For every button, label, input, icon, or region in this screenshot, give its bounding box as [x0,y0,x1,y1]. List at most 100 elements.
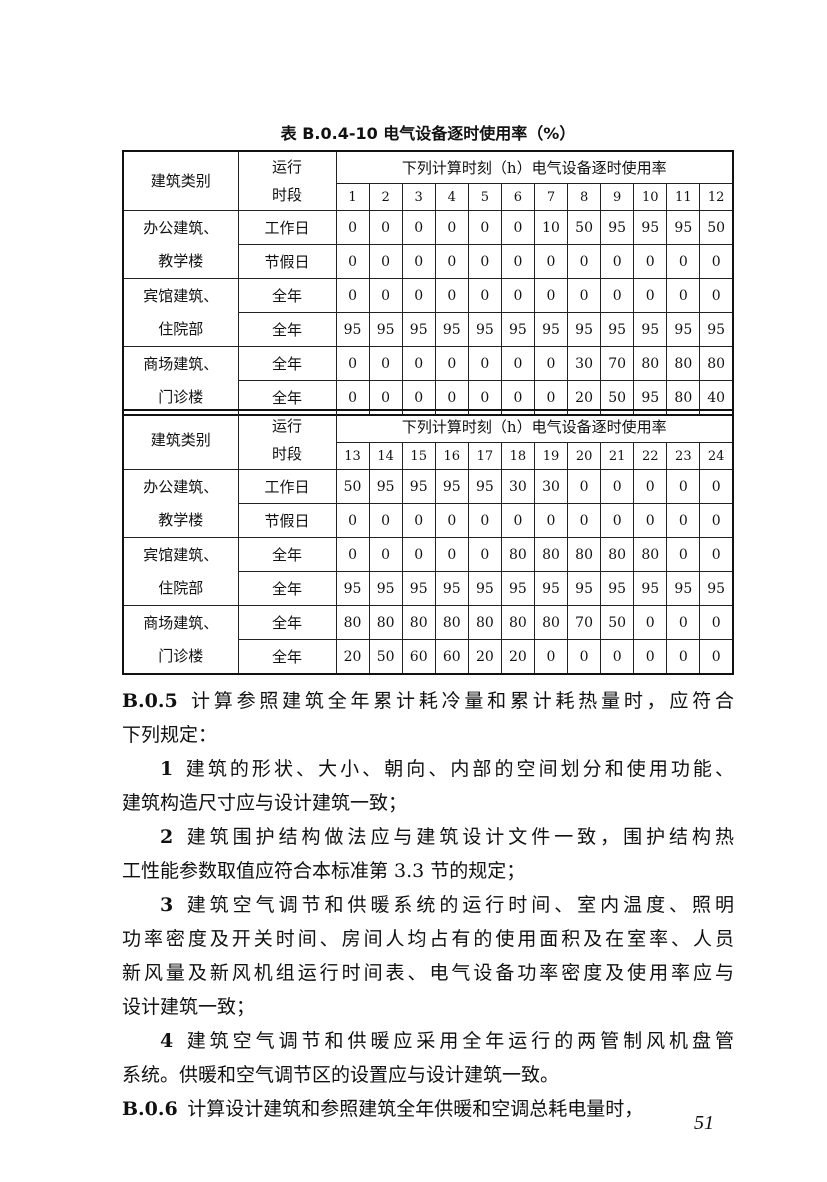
line-text: 新风量及新风机组运行时间表、电气设备功率密度及使用率应与 [122,962,734,984]
value-cell: 0 [699,605,734,640]
body-text: B.0.5 计算参照建筑全年累计耗冷量和累计耗热量时，应符合 下列规定： 1 建筑的… [122,684,734,1126]
value-cell: 0 [533,278,569,313]
value-cell: 0 [666,537,701,572]
value-cell: 95 [434,469,469,504]
hour-cell: 2 [368,183,403,211]
text-line: 设计建筑一致； [122,990,734,1024]
value-cell: 80 [434,605,469,640]
table-row: 宾馆建筑、 住院部 全年 0 0 0 0 0 0 0 0 0 0 0 0 [122,278,734,347]
value-cell: 0 [567,469,602,504]
value-cell: 80 [368,605,403,640]
hour-cell: 11 [666,183,701,211]
value-cell: 95 [434,312,469,347]
value-cell: 0 [666,244,701,279]
category-line: 办公建筑、 [143,218,219,237]
hour-cell: 8 [567,183,602,211]
value-cell: 50 [368,639,403,675]
value-cell: 50 [699,210,734,245]
value-cell: 80 [633,346,668,381]
value-cell: 0 [533,346,569,381]
value-cell: 0 [434,537,469,572]
value-cell: 20 [500,639,535,675]
value-cell: 80 [567,537,602,572]
category-line: 办公建筑、 [143,477,219,496]
period-cell: 全年 [237,605,337,640]
value-cell: 80 [533,537,569,572]
hours-row: 1 2 3 4 5 6 7 8 9 10 11 12 [123,183,734,211]
hour-cell: 15 [401,442,436,470]
value-cell: 95 [633,210,668,245]
value-cell: 80 [401,605,436,640]
hour-cell: 6 [500,183,535,211]
value-cell: 0 [401,346,436,381]
category-line: 商场建筑、 [143,354,219,373]
category-cell: 宾馆建筑、 住院部 [122,537,239,606]
value-cell: 95 [368,469,403,504]
value-cell: 0 [368,537,403,572]
value-cell: 95 [467,312,502,347]
value-cell: 0 [434,503,469,538]
hour-cell: 20 [567,442,602,470]
value-cell: 0 [699,469,734,504]
period-cell: 全年 [237,346,337,381]
value-cell: 0 [600,639,635,675]
category-cell: 商场建筑、 门诊楼 [122,346,239,416]
value-cell: 70 [567,605,602,640]
value-cell: 0 [500,210,535,245]
value-cell: 60 [434,639,469,675]
value-cell: 0 [633,639,668,675]
value-cell: 95 [335,571,370,606]
value-cell: 0 [467,503,502,538]
value-cell: 0 [335,210,370,245]
value-cell: 30 [533,469,569,504]
hour-cell: 17 [467,442,502,470]
value-cell: 0 [567,278,602,313]
value-cell: 20 [467,639,502,675]
value-cell: 0 [600,469,635,504]
value-cell: 0 [533,639,569,675]
header-row: 建筑类别 运行时段 下列计算时刻（h）电气设备逐时使用率 [122,150,734,211]
value-cell: 0 [335,278,370,313]
usage-table-part: 建筑类别 运行时段 下列计算时刻（h）电气设备逐时使用率 13 14 15 16 17 18 19… [122,409,734,675]
value-cell: 0 [699,244,734,279]
value-cell: 95 [666,210,701,245]
hour-cell: 3 [401,183,436,211]
category-cell: 办公建筑、 教学楼 [122,210,239,279]
header-period-text: 运行时段 [271,417,302,463]
hour-cell: 1 [335,183,370,211]
table-row: 全年 95 95 95 95 95 95 95 95 95 95 95 95 [123,312,734,347]
value-cell: 0 [401,278,436,313]
value-cell: 0 [368,503,403,538]
hour-cell: 13 [335,442,370,470]
value-cell: 0 [666,278,701,313]
value-cell: 30 [500,469,535,504]
text-line: 功率密度及开关时间、房间人均占有的使用面积及在室率、人员 [122,922,734,956]
value-cell: 0 [567,639,602,675]
text-line: 下列规定： [122,718,734,752]
value-cell: 0 [633,278,668,313]
category-line: 教学楼 [158,251,204,270]
value-cell: 95 [699,312,734,347]
table-row: 节假日 0 0 0 0 0 0 0 0 0 0 0 0 [123,244,734,279]
value-cell: 0 [666,469,701,504]
line-text: 建筑空气调节和供暖应采用全年运行的两管制风机盘管 [182,1030,734,1052]
value-cell: 0 [401,503,436,538]
value-cell: 0 [500,503,535,538]
value-cell: 50 [335,469,370,504]
value-cell: 95 [467,469,502,504]
text-line: 4 建筑空气调节和供暖应采用全年运行的两管制风机盘管 [122,1024,734,1058]
value-cell: 0 [335,346,370,381]
value-cell: 95 [666,571,701,606]
value-cell: 50 [567,210,602,245]
table-row: 商场建筑、 门诊楼 全年 80 80 80 80 80 80 80 70 50 0 0 0 [122,605,734,675]
value-cell: 0 [368,244,403,279]
value-cell: 95 [500,571,535,606]
period-cell: 全年 [237,639,337,675]
value-cell: 0 [633,469,668,504]
header-period: 运行时段 [237,409,337,470]
value-cell: 0 [335,537,370,572]
value-cell: 0 [401,210,436,245]
page-number: 51 [694,1112,714,1134]
value-cell: 80 [600,537,635,572]
hour-cell: 18 [500,442,535,470]
